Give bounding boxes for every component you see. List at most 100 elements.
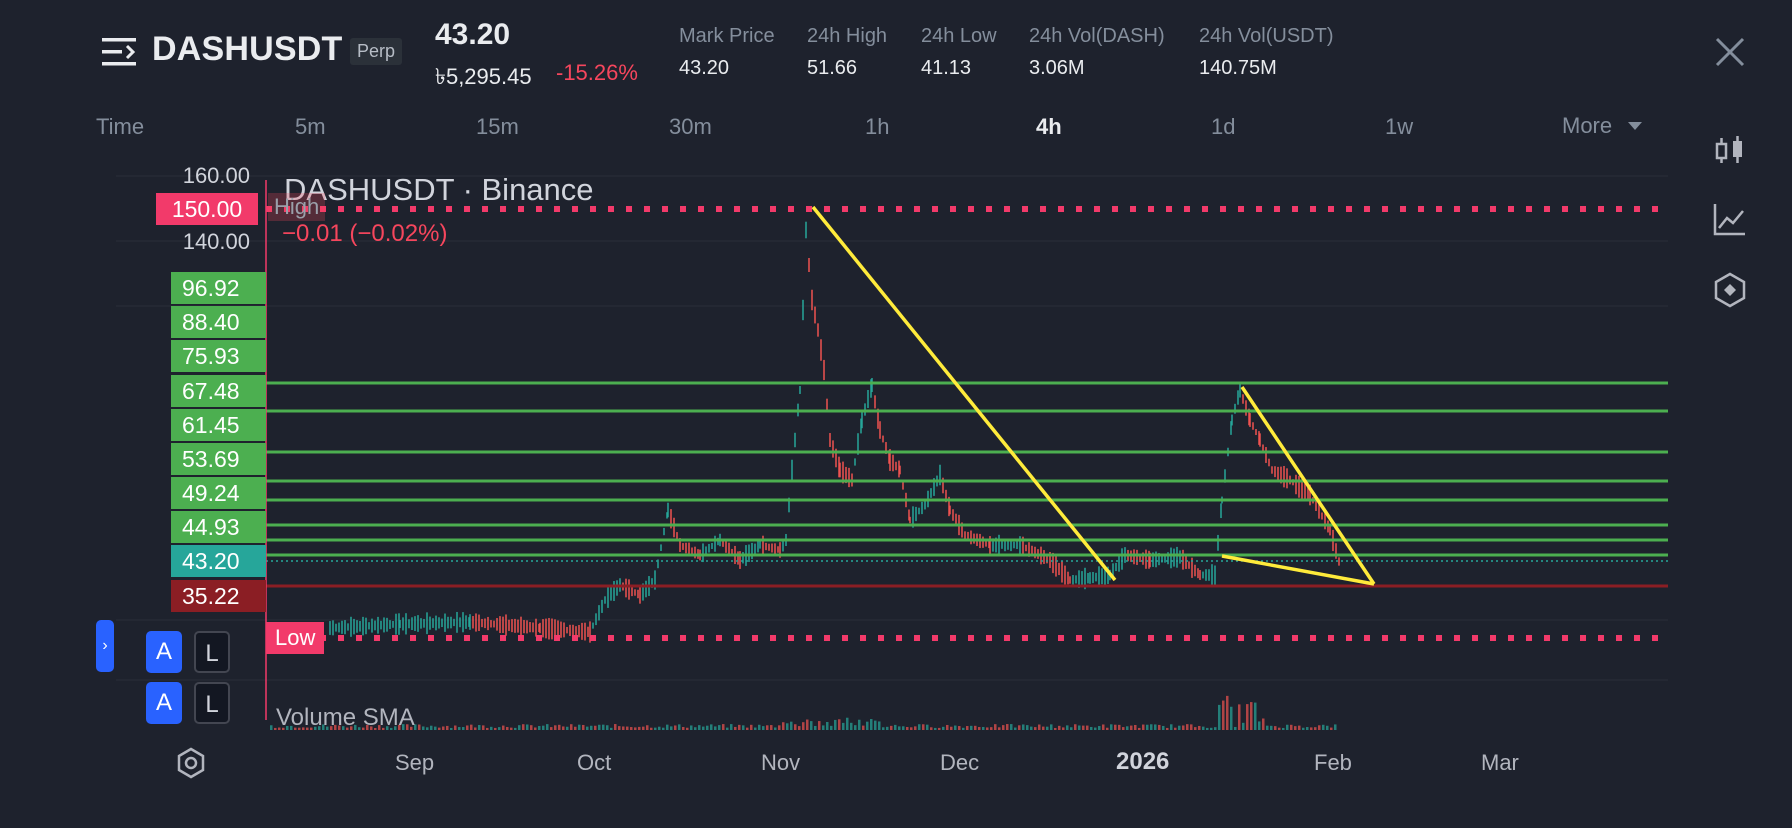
volume-bar [618,726,621,730]
volume-bar [1170,724,1173,730]
trendline[interactable] [811,205,1117,582]
volume-bar [1102,724,1105,730]
volume-bar [1334,724,1337,730]
volume-bar [762,726,765,730]
auto-scale-button[interactable]: A [146,631,182,673]
stat-label-24h-vol-usdt: 24h Vol(USDT) [1199,25,1334,47]
volume-bar [1266,725,1269,730]
volume-bar [1306,727,1309,730]
month-label: Sep [395,750,435,775]
trendline[interactable] [1221,554,1375,586]
volume-bar [646,725,649,730]
volume-bar [1130,725,1133,730]
level-price-badge: 88.40 [171,306,266,338]
volume-bar [454,725,457,730]
last-price: 43.20 [435,18,511,51]
interval-5m[interactable]: 5m [295,114,326,139]
volume-bar [1098,726,1101,730]
volume-bar [1110,724,1113,730]
volume-bar [670,726,673,730]
close-icon[interactable] [1712,34,1748,70]
volume-bar [1258,721,1261,730]
log-scale-button[interactable]: L [194,631,230,673]
volume-bar [846,717,849,730]
month-label: Nov [761,750,801,775]
trendline-drawings[interactable] [811,205,1376,586]
volume-bar [1286,724,1289,730]
caret-down-icon[interactable] [1628,122,1642,130]
volume-bar [722,724,725,730]
volume-bar [1066,725,1069,730]
volume-bar [782,722,785,730]
volume-bar [974,725,977,730]
chart-change: −0.01 (−0.02%) [282,220,448,247]
volume-bar [1318,725,1321,730]
volume-bar [1182,725,1185,730]
level-price-badge: 96.92 [171,272,266,304]
volume-bar [986,727,989,730]
volume-bar [938,727,941,730]
log-scale-button[interactable]: L [194,682,230,724]
support-price-badge: 35.22 [171,580,266,612]
symbol-name[interactable]: DASHUSDT [152,30,343,68]
menu-icon[interactable] [100,34,140,70]
volume-bar [634,727,637,730]
volume-bar [870,719,873,730]
volume-bar [542,725,545,730]
volume-bar [642,726,645,730]
volume-bar [1250,702,1253,730]
volume-bar [622,726,625,730]
volume-bar [626,726,629,730]
auto-scale-button[interactable]: A [146,682,182,724]
volume-bar [1174,727,1177,730]
volume-bar [1162,725,1165,730]
volume-bar [534,727,537,730]
indicator-icon[interactable] [1712,272,1748,308]
volume-bar [970,725,973,730]
volume-bar [930,727,933,730]
volume-bar [730,724,733,730]
interval-1w[interactable]: 1w [1385,114,1414,139]
volume-bar [766,725,769,730]
volume-bar [458,727,461,730]
candlestick-icon[interactable] [1712,132,1748,168]
interval-15m[interactable]: 15m [476,114,519,139]
volume-bar [686,727,689,730]
volume-bar [510,727,513,730]
volume-bar [1030,726,1033,730]
volume-bar [1122,727,1125,730]
current-price-badge: 43.20 [171,545,266,577]
expand-panel-toggle[interactable]: › [96,620,114,672]
interval-4h[interactable]: 4h [1036,114,1062,139]
line-chart-icon[interactable] [1712,201,1748,237]
volume-bar [1038,724,1041,730]
local-currency-price: ৳5,295.45 [435,64,532,89]
settings-icon[interactable] [174,746,208,780]
volume-bar [878,721,881,730]
volume-bar [966,726,969,730]
volume-bar [482,725,485,730]
volume-bar [1022,724,1025,730]
volume-bar [562,726,565,730]
volume-bar [822,725,825,730]
interval-30m[interactable]: 30m [669,114,712,139]
interval-1h[interactable]: 1h [865,114,890,139]
volume-bar [1322,724,1325,730]
stat-label-24h-low: 24h Low [921,25,997,47]
trendline[interactable] [1240,386,1376,585]
volume-bar [554,725,557,730]
volume-bar [494,727,497,730]
volume-bar [470,724,473,730]
more-intervals-button[interactable]: More [1562,113,1613,138]
volume-bar [1270,725,1273,730]
stat-label-mark-price: Mark Price [679,25,775,47]
volume-bar [1034,727,1037,730]
volume-bar [434,726,437,730]
volume-bar [654,727,657,730]
volume-bar [978,727,981,730]
volume-bar [794,724,797,730]
volume-bar [594,725,597,730]
interval-1d[interactable]: 1d [1211,114,1236,139]
volume-bar [582,724,585,730]
